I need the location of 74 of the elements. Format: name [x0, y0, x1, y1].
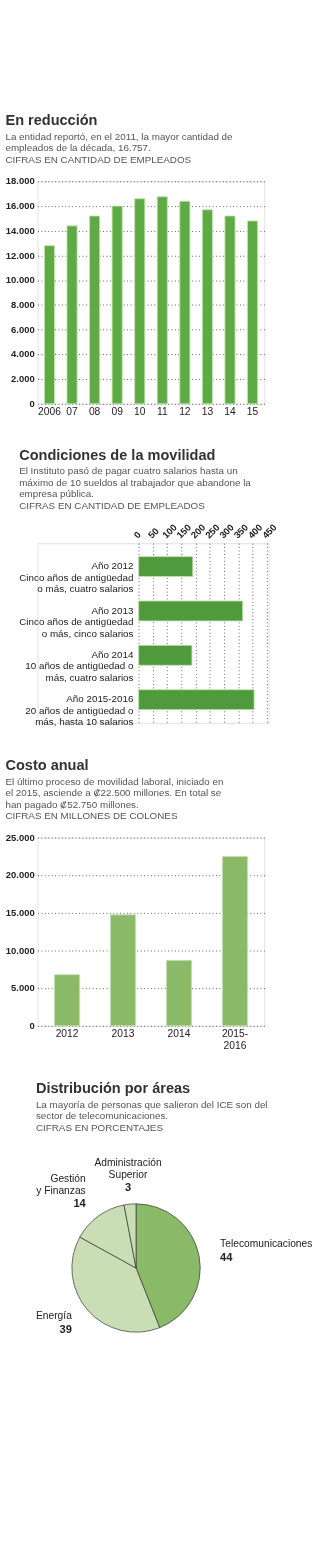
bar — [138, 600, 244, 622]
x-tick-label: 2013 — [111, 1028, 135, 1040]
y-tick-label: 20.000 — [5, 869, 35, 881]
x-tick-label: 2015-2016 — [221, 1028, 249, 1052]
y-tick-label: Año 2015-2016 20 años de antigüedad o más, hasta 10 salarios — [25, 693, 135, 728]
bar — [54, 974, 81, 1027]
y-tick-label: 0 — [29, 397, 35, 409]
bar — [224, 215, 236, 405]
bar — [66, 225, 78, 405]
slice-label: Gestión y Finanzas — [36, 1172, 87, 1196]
y-tick-label: 12.000 — [5, 249, 35, 261]
y-tick-label: 14.000 — [5, 224, 35, 236]
bar — [179, 200, 191, 405]
bar — [43, 245, 55, 405]
y-tick-label: 0 — [29, 1019, 35, 1031]
chart-subtitle: La entidad reportó, en el 2011, la mayor cantidad de empleados de la década, 16.757. — [5, 130, 234, 154]
bar — [110, 914, 137, 1027]
y-tick-label: 5.000 — [11, 982, 35, 994]
x-tick-label: 50 — [145, 525, 161, 541]
y-tick-label: 18.000 — [5, 175, 35, 187]
y-tick-label: 10.000 — [5, 944, 35, 956]
slice-label: Telecomunicaciones — [220, 1237, 313, 1249]
y-tick-label: Año 2013 Cinco años de antigüedad o más, cinco salarios — [19, 604, 134, 639]
chart-title: En reducción — [5, 112, 98, 129]
chart-subtitle: La mayoría de personas que salieron del ICE son del sector de telecomunicaciones. — [35, 1098, 268, 1122]
x-tick-label: 13 — [201, 406, 214, 418]
y-tick-label: Año 2012 Cinco años de antigüedad o más, cuatro salarios — [19, 560, 134, 595]
chart-title: Distribución por áreas — [35, 1080, 191, 1097]
y-tick-label: 10.000 — [5, 274, 35, 286]
data-label: 3 — [124, 1181, 132, 1194]
bar — [138, 689, 255, 711]
x-tick-label: 10 — [134, 406, 146, 418]
bar — [111, 205, 123, 405]
x-tick-label: 11 — [156, 406, 168, 418]
bar — [165, 959, 193, 1027]
bar — [138, 556, 194, 578]
slice-label: Administración Superior — [94, 1156, 162, 1180]
x-tick-label: 08 — [88, 406, 101, 418]
text: CIFRAS EN CANTIDAD DE EMPLEADOS — [5, 153, 192, 165]
chart-subtitle: El último proceso de movilidad laboral, iniciado en el 2015, asciende a ₡22.500 millones. En total se han pagado ₡52.750 millones. — [5, 775, 224, 810]
y-tick-label: 16.000 — [5, 200, 35, 212]
x-tick-label: 2014 — [167, 1028, 191, 1040]
bar — [134, 198, 146, 405]
y-tick-label: 2.000 — [11, 373, 35, 385]
bar — [221, 856, 249, 1027]
slice-label: Energía — [35, 1310, 73, 1322]
y-tick-label: 4.000 — [11, 348, 35, 360]
x-tick-label: 12 — [179, 406, 191, 418]
y-tick-label: 25.000 — [5, 831, 35, 843]
bar — [156, 196, 168, 405]
data-label: 39 — [59, 1323, 72, 1336]
x-tick-label: 2012 — [55, 1028, 79, 1040]
bar — [138, 644, 193, 666]
text: CIFRAS EN PORCENTAJES — [35, 1121, 164, 1133]
y-tick-label: Año 2014 10 años de antigüedad o más, cuatro salarios — [25, 648, 134, 683]
x-tick-label: 09 — [111, 406, 124, 418]
x-tick-label: 14 — [224, 406, 236, 418]
chart-title: Condiciones de la movilidad — [19, 446, 216, 463]
x-tick-label: 07 — [66, 406, 79, 418]
bar — [201, 209, 213, 405]
y-tick-label: 6.000 — [11, 323, 35, 335]
y-tick-label: 15.000 — [5, 906, 35, 918]
chart-title: Costo anual — [5, 757, 89, 774]
text: CIFRAS EN CANTIDAD DE EMPLEADOS — [19, 499, 206, 511]
x-tick-label: 0 — [131, 529, 143, 541]
data-label: 44 — [220, 1250, 234, 1263]
bar — [247, 220, 259, 405]
data-label: 14 — [73, 1197, 87, 1210]
x-tick-label: 15 — [246, 406, 259, 418]
bar — [89, 215, 101, 405]
text: CIFRAS EN MILLONES DE COLONES — [5, 810, 178, 822]
y-tick-label: 8.000 — [11, 298, 35, 310]
x-tick-label: 2006 — [38, 406, 62, 418]
chart-subtitle: El Instituto pasó de pagar cuatro salarios hasta un máximo de 10 sueldos al trabajador que abandone la empresa pública. — [19, 465, 252, 500]
